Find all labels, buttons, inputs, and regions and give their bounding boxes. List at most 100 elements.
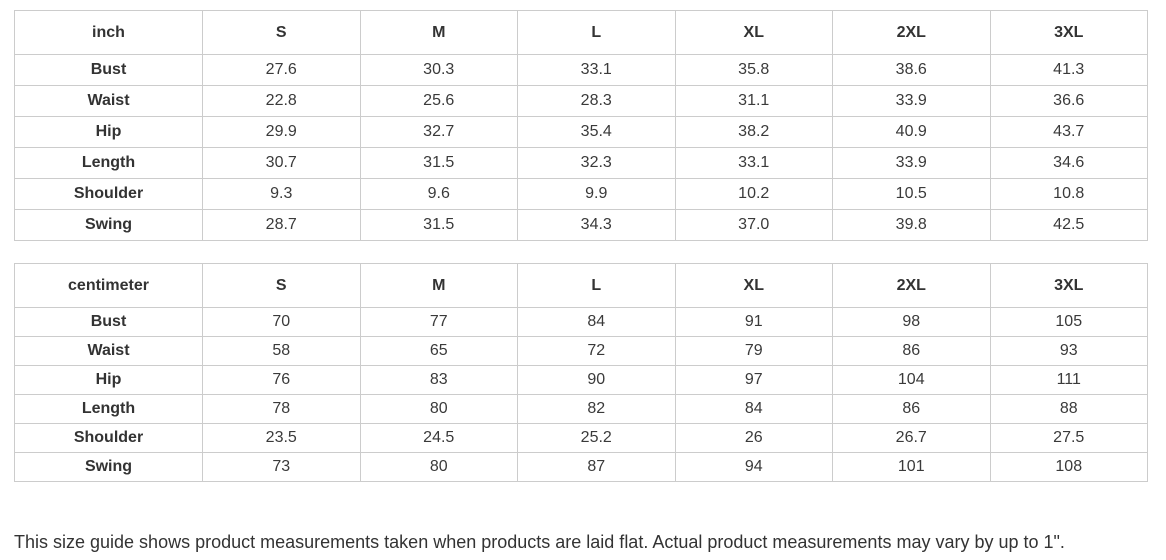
measurement-value-cell: 90 (517, 365, 676, 395)
size-header-cell: XL (674, 10, 833, 55)
table-body: Bust 27.6 30.3 33.1 35.8 38.6 41.3 Waist 22.8 25.… (14, 54, 1148, 241)
measurement-label-cell: Shoulder (14, 178, 203, 210)
measurement-value-cell: 37.0 (674, 209, 833, 241)
measurement-value-cell: 65 (359, 336, 518, 366)
size-header-cell: M (359, 10, 518, 55)
measurement-row: Hip 76 83 90 97 104 111 (14, 365, 1148, 395)
measurement-value-cell: 28.7 (202, 209, 361, 241)
size-header-cell: 3XL (989, 263, 1148, 308)
measurement-label-cell: Length (14, 394, 203, 424)
measurement-value-cell: 86 (832, 336, 991, 366)
measurement-row: Length 30.7 31.5 32.3 33.1 33.9 34.6 (14, 147, 1148, 179)
measurement-value-cell: 27.6 (202, 54, 361, 86)
measurement-value-cell: 9.3 (202, 178, 361, 210)
measurement-value-cell: 98 (832, 307, 991, 337)
measurement-label-cell: Swing (14, 452, 203, 482)
measurement-value-cell: 10.8 (989, 178, 1148, 210)
table-header: centimeter S M L XL 2XL 3XL (14, 263, 1148, 308)
measurement-value-cell: 105 (989, 307, 1148, 337)
measurement-value-cell: 82 (517, 394, 676, 424)
measurement-value-cell: 94 (674, 452, 833, 482)
measurement-value-cell: 32.7 (359, 116, 518, 148)
measurement-value-cell: 73 (202, 452, 361, 482)
measurement-value-cell: 97 (674, 365, 833, 395)
measurement-value-cell: 34.3 (517, 209, 676, 241)
measurement-value-cell: 22.8 (202, 85, 361, 117)
measurement-value-cell: 42.5 (989, 209, 1148, 241)
measurement-value-cell: 93 (989, 336, 1148, 366)
measurement-value-cell: 79 (674, 336, 833, 366)
size-header-cell: 2XL (832, 263, 991, 308)
measurement-value-cell: 34.6 (989, 147, 1148, 179)
size-header-cell: M (359, 263, 518, 308)
measurement-value-cell: 108 (989, 452, 1148, 482)
measurement-row: Swing 28.7 31.5 34.3 37.0 39.8 42.5 (14, 209, 1148, 241)
size-header-cell: 3XL (989, 10, 1148, 55)
measurement-value-cell: 72 (517, 336, 676, 366)
measurement-label-cell: Shoulder (14, 423, 203, 453)
measurement-row: Waist 58 65 72 79 86 93 (14, 336, 1148, 366)
measurement-row: Waist 22.8 25.6 28.3 31.1 33.9 36.6 (14, 85, 1148, 117)
measurement-label-cell: Bust (14, 54, 203, 86)
measurement-value-cell: 36.6 (989, 85, 1148, 117)
measurement-value-cell: 30.7 (202, 147, 361, 179)
measurement-value-cell: 26 (674, 423, 833, 453)
measurement-row: Shoulder 9.3 9.6 9.9 10.2 10.5 10.8 (14, 178, 1148, 210)
measurement-value-cell: 111 (989, 365, 1148, 395)
measurement-row: Hip 29.9 32.7 35.4 38.2 40.9 43.7 (14, 116, 1148, 148)
measurement-value-cell: 25.6 (359, 85, 518, 117)
size-guide-note: This size guide shows product measuremen… (14, 532, 1065, 552)
measurement-value-cell: 23.5 (202, 423, 361, 453)
size-table-inch: inch S M L XL 2XL 3XL Bust 27.6 30.3 33.1 35.8 38.6… (14, 10, 1148, 241)
measurement-row: Shoulder 23.5 24.5 25.2 26 26.7 27.5 (14, 423, 1148, 453)
unit-header-cell: centimeter (14, 263, 203, 308)
measurement-value-cell: 35.8 (674, 54, 833, 86)
measurement-row: Length 78 80 82 84 86 88 (14, 394, 1148, 424)
measurement-value-cell: 9.9 (517, 178, 676, 210)
header-row: inch S M L XL 2XL 3XL (14, 10, 1148, 55)
measurement-row: Swing 73 80 87 94 101 108 (14, 452, 1148, 482)
measurement-value-cell: 33.1 (517, 54, 676, 86)
size-header-cell: L (517, 10, 676, 55)
measurement-value-cell: 27.5 (989, 423, 1148, 453)
measurement-value-cell: 38.6 (832, 54, 991, 86)
size-header-cell: S (202, 10, 361, 55)
measurement-value-cell: 77 (359, 307, 518, 337)
measurement-value-cell: 86 (832, 394, 991, 424)
size-header-cell: L (517, 263, 676, 308)
measurement-value-cell: 70 (202, 307, 361, 337)
header-row: centimeter S M L XL 2XL 3XL (14, 263, 1148, 308)
measurement-value-cell: 35.4 (517, 116, 676, 148)
measurement-row: Bust 27.6 30.3 33.1 35.8 38.6 41.3 (14, 54, 1148, 86)
measurement-value-cell: 41.3 (989, 54, 1148, 86)
size-header-cell: 2XL (832, 10, 991, 55)
measurement-value-cell: 10.2 (674, 178, 833, 210)
size-header-cell: XL (674, 263, 833, 308)
measurement-label-cell: Waist (14, 336, 203, 366)
measurement-value-cell: 30.3 (359, 54, 518, 86)
measurement-value-cell: 76 (202, 365, 361, 395)
measurement-value-cell: 31.5 (359, 147, 518, 179)
measurement-value-cell: 83 (359, 365, 518, 395)
measurement-value-cell: 78 (202, 394, 361, 424)
measurement-value-cell: 25.2 (517, 423, 676, 453)
measurement-label-cell: Bust (14, 307, 203, 337)
size-table-centimeter: centimeter S M L XL 2XL 3XL Bust 70 77 84 91 98 105 W… (14, 263, 1148, 482)
measurement-value-cell: 38.2 (674, 116, 833, 148)
measurement-value-cell: 58 (202, 336, 361, 366)
measurement-label-cell: Hip (14, 365, 203, 395)
measurement-value-cell: 80 (359, 452, 518, 482)
measurement-value-cell: 39.8 (832, 209, 991, 241)
measurement-value-cell: 9.6 (359, 178, 518, 210)
table-header: inch S M L XL 2XL 3XL (14, 10, 1148, 55)
measurement-value-cell: 84 (674, 394, 833, 424)
measurement-value-cell: 33.1 (674, 147, 833, 179)
measurement-value-cell: 32.3 (517, 147, 676, 179)
measurement-value-cell: 31.5 (359, 209, 518, 241)
measurement-value-cell: 91 (674, 307, 833, 337)
measurement-value-cell: 33.9 (832, 85, 991, 117)
unit-header-cell: inch (14, 10, 203, 55)
measurement-value-cell: 28.3 (517, 85, 676, 117)
measurement-value-cell: 84 (517, 307, 676, 337)
